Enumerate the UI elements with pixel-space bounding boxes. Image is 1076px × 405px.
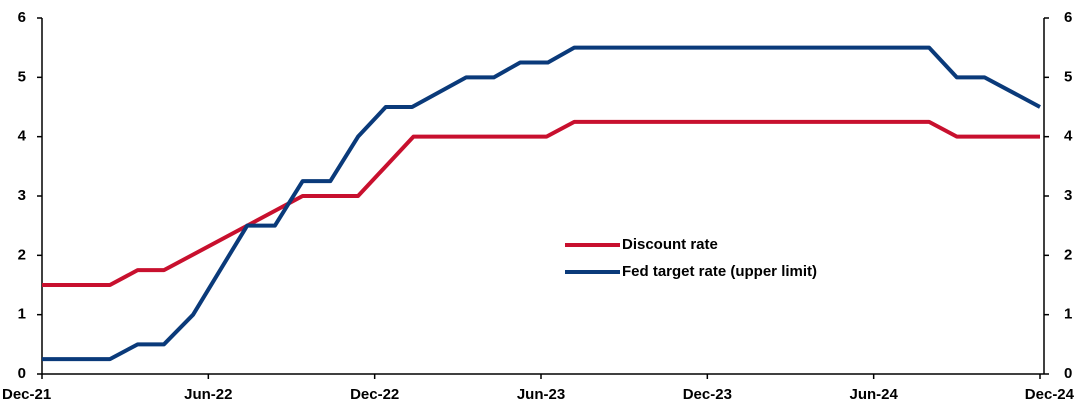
x-tick-label: Dec-22 xyxy=(350,386,399,403)
y2-tick-label: 5 xyxy=(1064,68,1072,85)
x-tick-label: Jun-22 xyxy=(184,386,232,403)
y2-tick-label: 6 xyxy=(1064,9,1072,26)
x-tick-label: Jun-24 xyxy=(849,386,898,403)
x-tick-label: Dec-23 xyxy=(683,386,732,403)
y-tick-label: 5 xyxy=(18,68,26,85)
legend-label: Discount rate xyxy=(622,236,718,253)
x-tick-label: Jun-23 xyxy=(517,386,565,403)
x-tick-label: Dec-24 xyxy=(1025,386,1075,403)
legend-label: Fed target rate (upper limit) xyxy=(622,263,817,280)
y2-tick-label: 1 xyxy=(1064,306,1072,323)
y2-tick-label: 2 xyxy=(1064,246,1072,263)
line xyxy=(42,45,1041,362)
y-tick-label: 3 xyxy=(18,187,26,204)
y-tick-label: 4 xyxy=(18,128,27,145)
y2-tick-label: 0 xyxy=(1064,365,1072,382)
y2-tick-label: 3 xyxy=(1064,187,1072,204)
y-tick-label: 0 xyxy=(18,365,26,382)
y-tick-label: 2 xyxy=(18,246,26,263)
y2-tick-label: 4 xyxy=(1064,128,1073,145)
line xyxy=(42,119,1040,287)
y-tick-label: 6 xyxy=(18,9,26,26)
y-tick-label: 1 xyxy=(18,306,26,323)
x-tick-label: Dec-21 xyxy=(2,386,51,403)
